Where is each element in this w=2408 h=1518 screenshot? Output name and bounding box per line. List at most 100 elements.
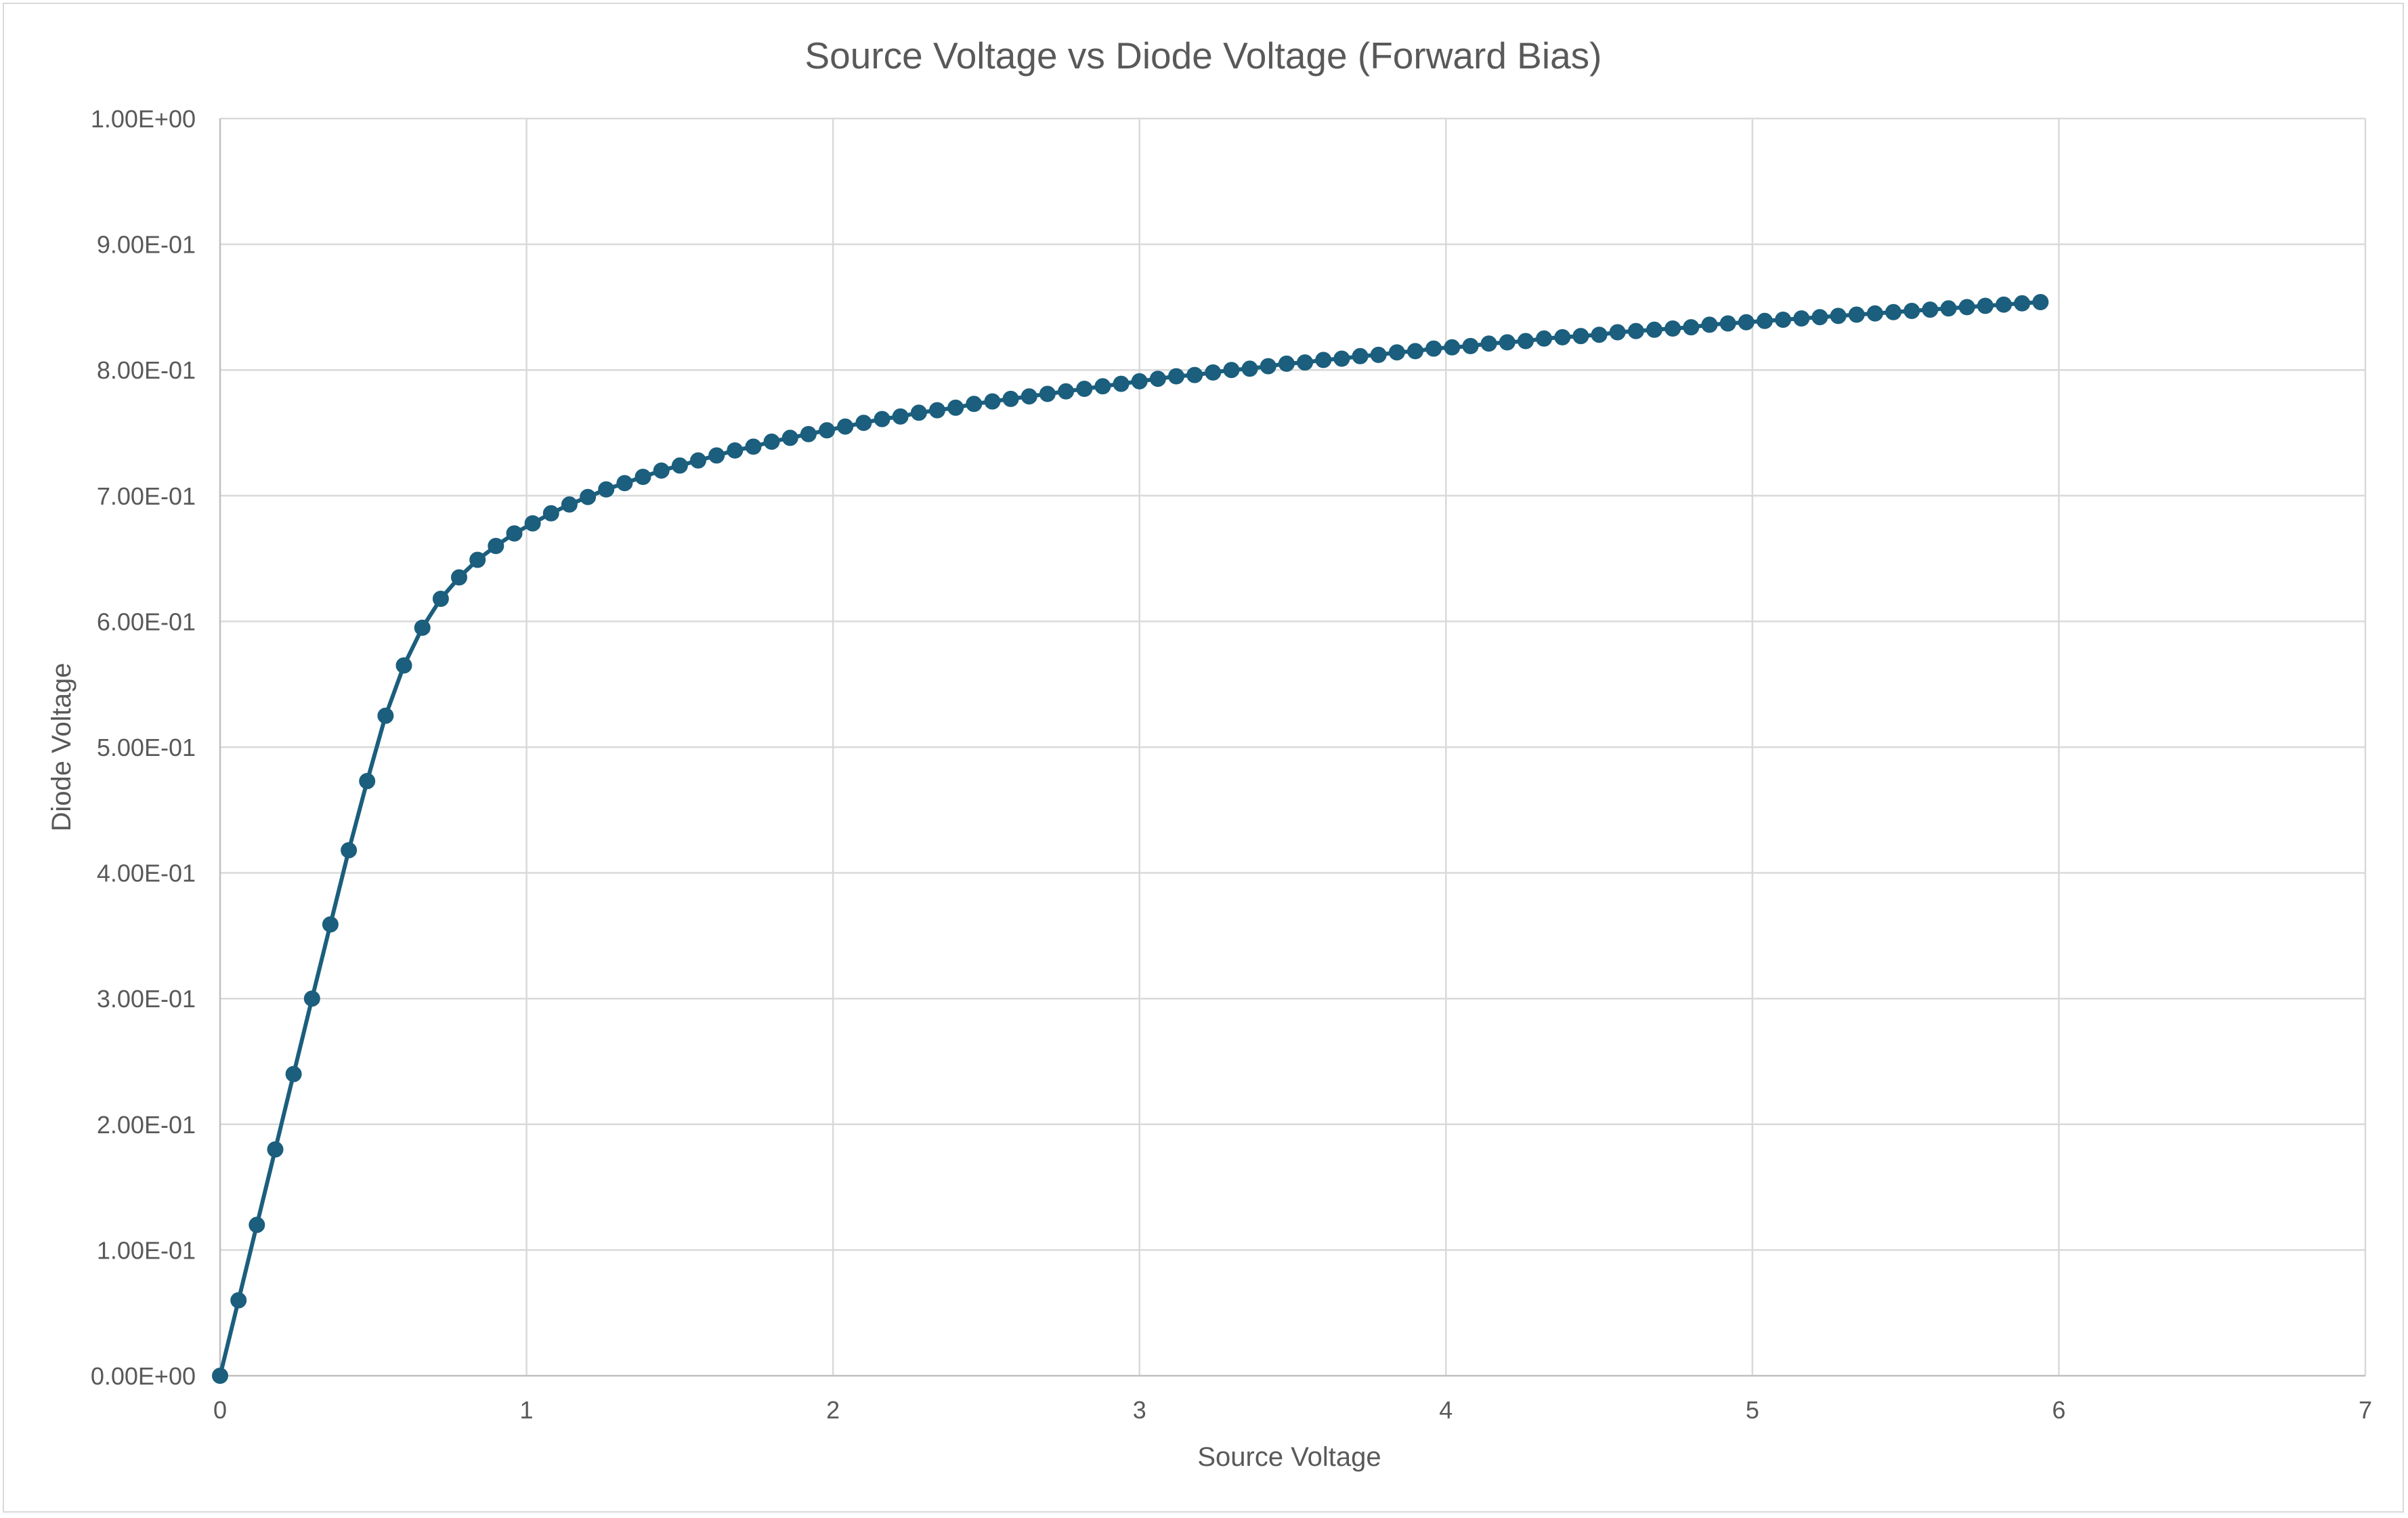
data-point bbox=[763, 434, 780, 450]
data-point bbox=[1811, 309, 1828, 326]
data-point bbox=[1168, 368, 1184, 385]
data-point bbox=[1315, 352, 1332, 368]
data-point bbox=[469, 551, 486, 568]
data-point bbox=[910, 404, 927, 421]
data-point bbox=[1646, 321, 1662, 338]
x-tick-label: 6 bbox=[2052, 1396, 2065, 1424]
data-point bbox=[1499, 334, 1515, 351]
data-point bbox=[966, 396, 983, 413]
data-point bbox=[800, 425, 817, 442]
data-point bbox=[1480, 335, 1497, 352]
data-point bbox=[635, 469, 651, 485]
data-point bbox=[1407, 343, 1423, 360]
data-point bbox=[984, 393, 1001, 410]
data-point bbox=[1058, 383, 1075, 400]
data-point bbox=[1352, 347, 1369, 364]
data-point bbox=[580, 488, 597, 505]
data-point bbox=[598, 481, 615, 498]
series-line bbox=[218, 300, 2043, 1378]
x-tick-label: 2 bbox=[826, 1396, 840, 1424]
data-point bbox=[1518, 333, 1534, 350]
data-point bbox=[1186, 366, 1203, 383]
chart-title: Source Voltage vs Diode Voltage (Forward… bbox=[805, 35, 1602, 77]
x-tick-label: 7 bbox=[2359, 1396, 2372, 1424]
y-tick-label: 7.00E-01 bbox=[97, 482, 196, 510]
data-point bbox=[451, 569, 467, 586]
data-point bbox=[819, 422, 836, 439]
data-point bbox=[855, 415, 872, 431]
grid-layer bbox=[220, 117, 2367, 1376]
data-point bbox=[395, 657, 412, 674]
data-point bbox=[1572, 328, 1589, 345]
data-point bbox=[929, 402, 945, 419]
chart-area: Source Voltage vs Diode Voltage (Forward… bbox=[3, 3, 2404, 1513]
data-point bbox=[542, 505, 559, 522]
y-tick-label: 6.00E-01 bbox=[97, 608, 196, 635]
chart-canvas: Source Voltage vs Diode Voltage (Forward… bbox=[47, 35, 2372, 1472]
data-point bbox=[1113, 375, 1130, 392]
y-tick-label: 1.00E-01 bbox=[97, 1236, 196, 1264]
x-tick-label: 4 bbox=[1439, 1396, 1453, 1424]
data-point bbox=[1536, 330, 1553, 347]
data-point bbox=[1149, 371, 1166, 387]
data-point bbox=[1205, 364, 1222, 381]
data-point bbox=[947, 399, 964, 416]
data-point bbox=[1922, 301, 1939, 318]
y-tick-label: 9.00E-01 bbox=[97, 231, 196, 259]
data-point bbox=[1039, 385, 1056, 402]
data-point bbox=[1866, 305, 1883, 322]
data-point bbox=[432, 591, 449, 607]
data-point bbox=[690, 452, 706, 469]
x-tick-label: 1 bbox=[520, 1396, 534, 1424]
data-point bbox=[1388, 344, 1405, 361]
y-axis-title: Diode Voltage bbox=[47, 662, 77, 831]
series-layer bbox=[212, 294, 2049, 1384]
data-point bbox=[1462, 337, 1479, 354]
data-point bbox=[285, 1066, 302, 1082]
data-point bbox=[1076, 381, 1093, 397]
y-tick-label: 8.00E-01 bbox=[97, 356, 196, 384]
data-point bbox=[377, 707, 394, 724]
x-tick-label: 3 bbox=[1133, 1396, 1146, 1424]
data-point bbox=[303, 990, 320, 1007]
data-point bbox=[1996, 296, 2012, 313]
data-point bbox=[249, 1217, 265, 1234]
data-point bbox=[1591, 326, 1608, 343]
data-point bbox=[1940, 300, 1957, 317]
data-point bbox=[892, 408, 909, 425]
data-point bbox=[2032, 294, 2049, 310]
data-point bbox=[1297, 354, 1314, 371]
data-point bbox=[708, 447, 725, 464]
y-tick-label: 2.00E-01 bbox=[97, 1111, 196, 1139]
axis-layer bbox=[219, 119, 2365, 1377]
data-point bbox=[616, 475, 633, 492]
data-point bbox=[1260, 358, 1276, 375]
data-point bbox=[745, 438, 762, 455]
data-point bbox=[561, 496, 578, 513]
data-point bbox=[874, 410, 890, 427]
x-axis-title: Source Voltage bbox=[1197, 1442, 1381, 1472]
data-point bbox=[230, 1292, 247, 1309]
data-point bbox=[1444, 339, 1461, 356]
data-point bbox=[414, 619, 431, 636]
data-point bbox=[1278, 355, 1295, 372]
data-point bbox=[322, 916, 339, 933]
data-point bbox=[1775, 312, 1792, 328]
data-point bbox=[1131, 373, 1148, 389]
data-point bbox=[1370, 346, 1387, 363]
data-point bbox=[1425, 340, 1442, 357]
y-tick-label: 3.00E-01 bbox=[97, 985, 196, 1013]
data-point bbox=[1683, 319, 1700, 336]
y-tick-label: 5.00E-01 bbox=[97, 734, 196, 761]
data-point bbox=[1757, 312, 1773, 329]
data-point bbox=[1738, 314, 1755, 331]
y-tick-label: 0.00E+00 bbox=[91, 1362, 196, 1390]
data-point bbox=[1793, 310, 1810, 327]
data-point bbox=[653, 462, 670, 479]
data-point bbox=[1664, 320, 1681, 337]
data-point bbox=[267, 1141, 284, 1158]
data-point bbox=[781, 429, 798, 446]
data-point bbox=[1701, 316, 1718, 333]
data-point bbox=[1830, 308, 1847, 324]
data-point bbox=[341, 842, 358, 859]
